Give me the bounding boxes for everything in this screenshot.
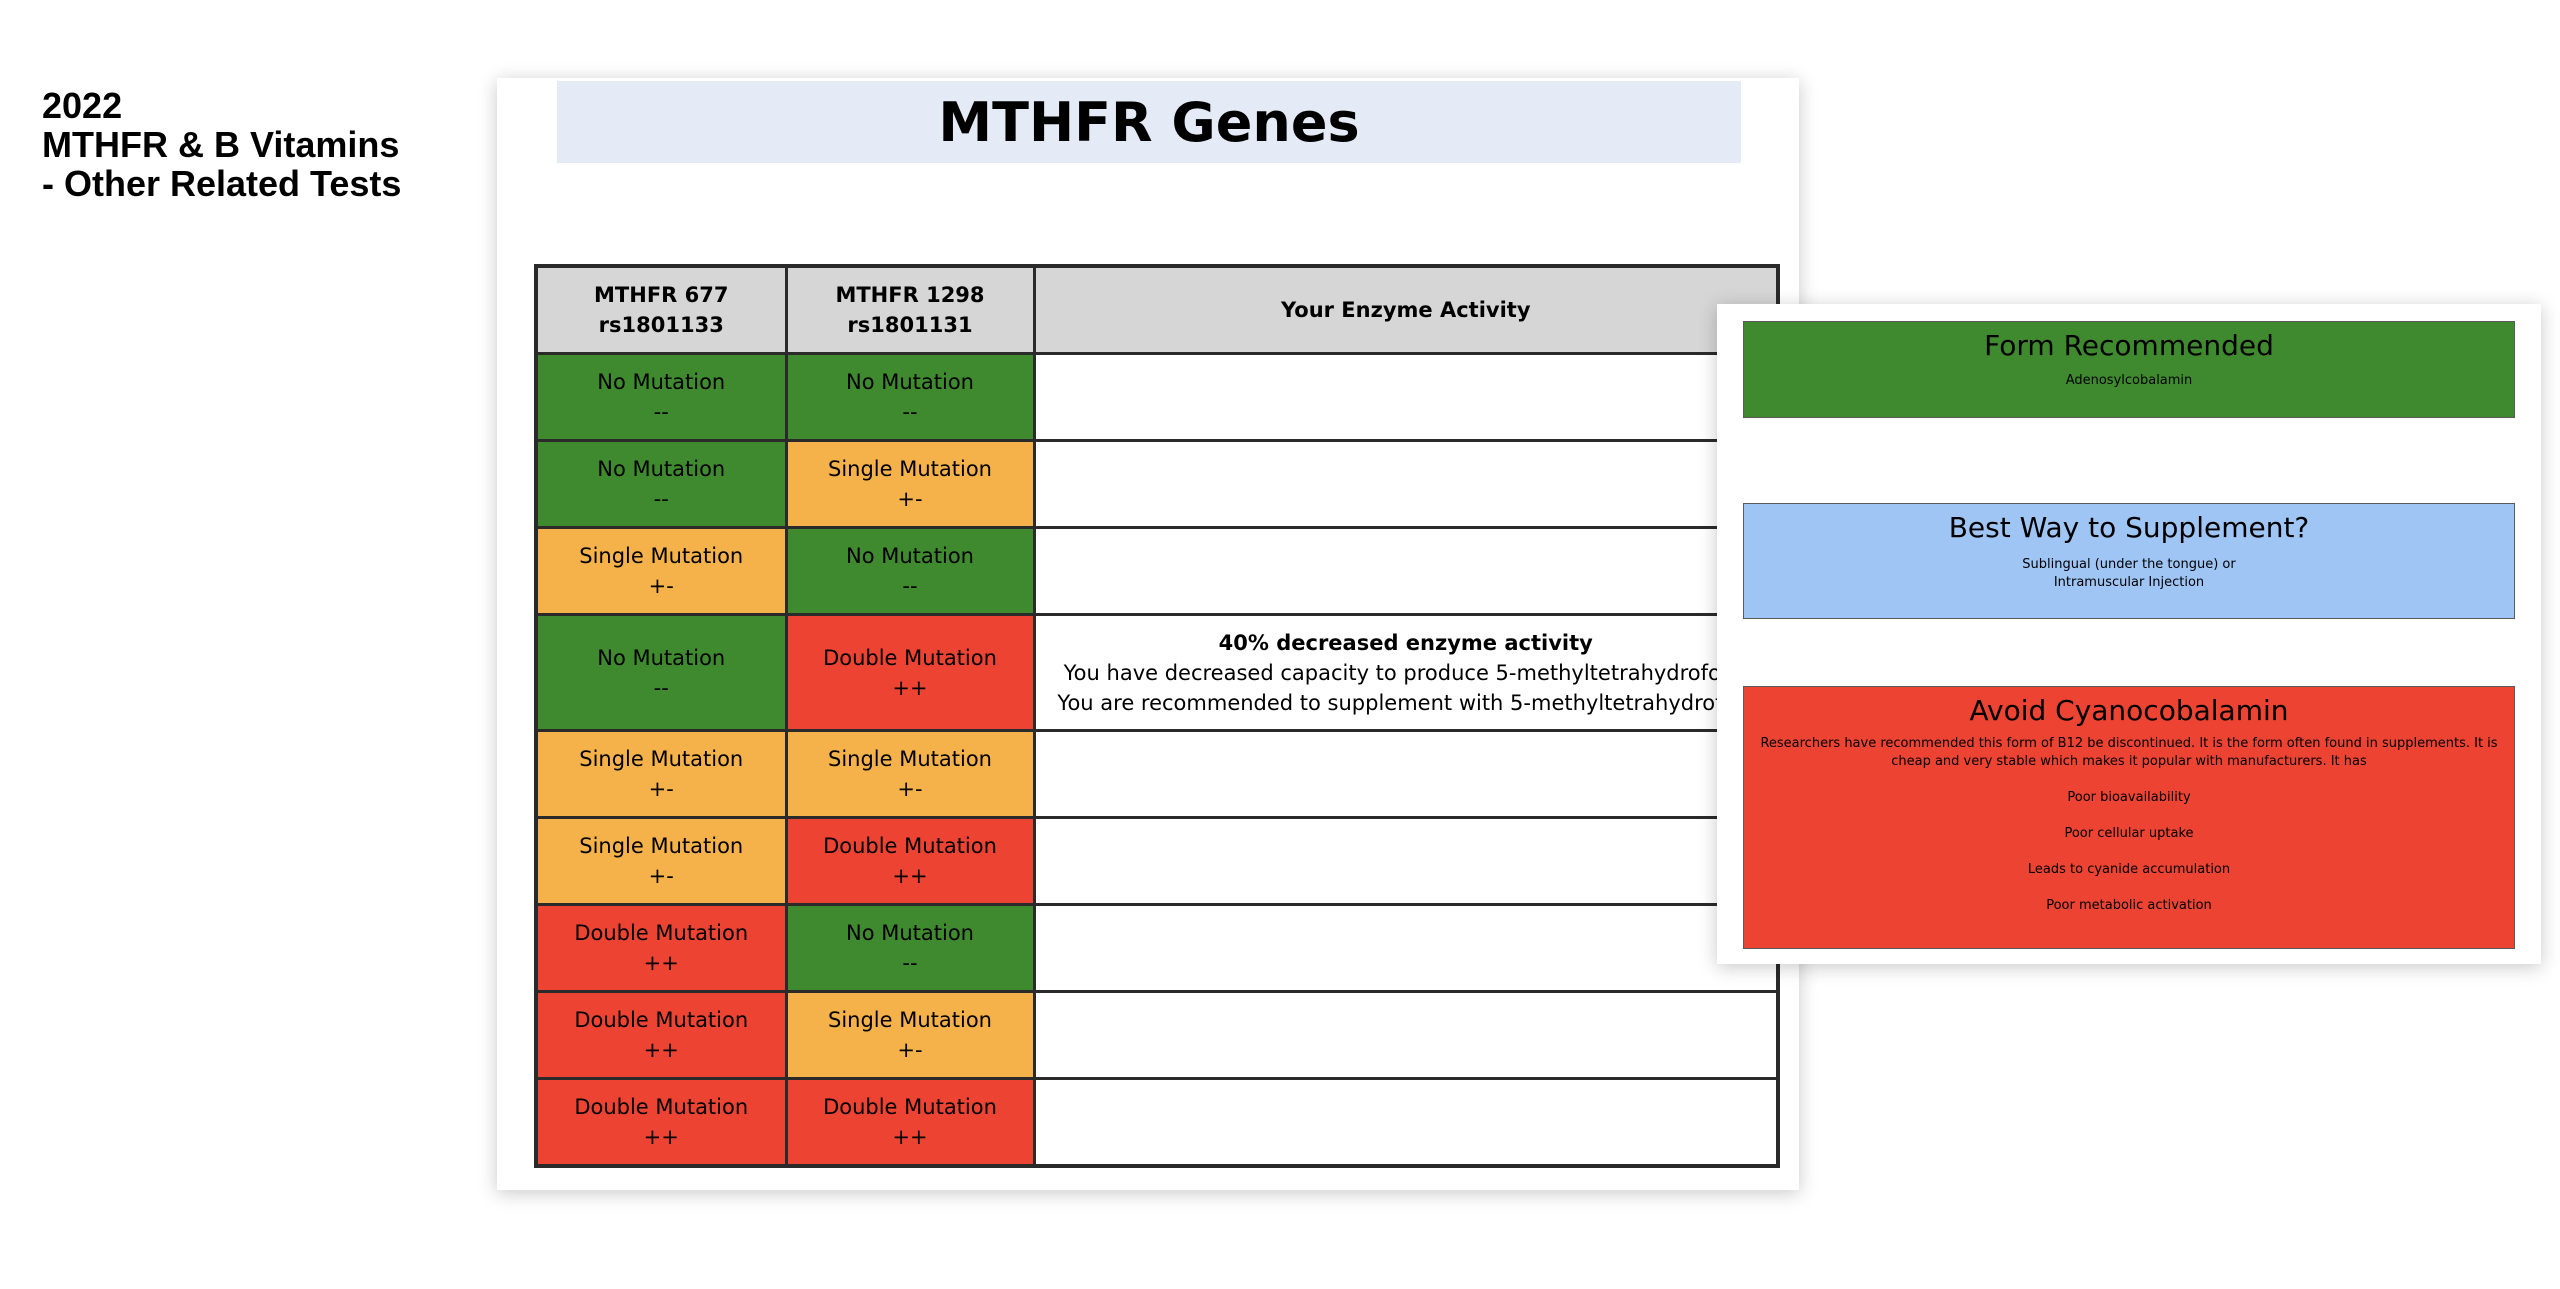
enzyme-activity-cell	[1032, 439, 1780, 529]
genes-title: MTHFR Genes	[557, 81, 1741, 163]
header-mthfr-1298: MTHFR 1298 rs1801131	[784, 264, 1036, 355]
mthfr-1298-cell: Double Mutation ++	[784, 1077, 1036, 1168]
best-way-line: Intramuscular Injection	[2053, 575, 2205, 590]
avoid-title: Avoid Cyanocobalamin	[1969, 694, 2289, 727]
enzyme-activity-cell	[1032, 729, 1780, 819]
enzyme-activity-cell: 40% decreased enzyme activity You have d…	[1032, 613, 1780, 732]
avoid-box: Avoid Cyanocobalamin Researchers have re…	[1743, 686, 2515, 949]
enzyme-activity-cell	[1032, 1077, 1780, 1168]
table-row: Double Mutation ++ Single Mutation +-	[534, 990, 1780, 1080]
table-row: Double Mutation ++ Double Mutation ++	[534, 1077, 1780, 1168]
table-row: Double Mutation ++ No Mutation --	[534, 903, 1780, 993]
table-row: Single Mutation +- Single Mutation +-	[534, 729, 1780, 819]
mthfr-677-cell: No Mutation --	[534, 439, 788, 529]
table-row: No Mutation -- Double Mutation ++ 40% decr…	[534, 613, 1780, 732]
best-way-line: Sublingual (under the tongue) or	[2022, 557, 2236, 572]
mthfr-1298-cell: Double Mutation ++	[784, 613, 1036, 732]
mthfr-677-cell: Double Mutation ++	[534, 1077, 788, 1168]
mthfr-1298-cell: Double Mutation ++	[784, 816, 1036, 906]
best-way-box: Best Way to Supplement? Sublingual (unde…	[1743, 503, 2515, 619]
mthfr-677-cell: No Mutation --	[534, 352, 788, 442]
table-row: Single Mutation +- No Mutation --	[534, 526, 1780, 616]
form-recommended-box: Form Recommended Adenosylcobalamin	[1743, 321, 2515, 418]
mthfr-677-cell: Single Mutation +-	[534, 526, 788, 616]
activity-line: You have decreased capacity to produce 5…	[1063, 660, 1748, 685]
mthfr-1298-cell: No Mutation --	[784, 352, 1036, 442]
heading-title: MTHFR & B Vitamins	[42, 124, 400, 165]
best-way-title: Best Way to Supplement?	[1948, 511, 2310, 544]
table-row: Single Mutation +- Double Mutation ++	[534, 816, 1780, 906]
heading-year: 2022	[42, 85, 123, 126]
mthfr-1298-cell: No Mutation --	[784, 526, 1036, 616]
genes-table: MTHFR 677 rs1801133 MTHFR 1298 rs1801131…	[534, 264, 1780, 1168]
table-row: No Mutation -- No Mutation --	[534, 352, 1780, 442]
mthfr-1298-cell: No Mutation --	[784, 903, 1036, 993]
avoid-item: Leads to cyanide accumulation	[2027, 862, 2231, 877]
enzyme-activity-cell	[1032, 352, 1780, 442]
mthfr-genes-slide: MTHFR Genes MTHFR 677 rs1801133 MTHFR 12…	[497, 78, 1799, 1190]
mthfr-677-cell: Double Mutation ++	[534, 903, 788, 993]
page-heading: 2022 MTHFR & B Vitamins - Other Related …	[42, 86, 401, 203]
avoid-item: Poor metabolic activation	[2046, 898, 2212, 913]
enzyme-activity-cell	[1032, 816, 1780, 906]
header-enzyme-activity: Your Enzyme Activity	[1032, 264, 1780, 355]
table-row: No Mutation -- Single Mutation +-	[534, 439, 1780, 529]
form-recommended-title: Form Recommended	[1984, 329, 2274, 362]
avoid-description: Researchers have recommended this form o…	[1760, 736, 2498, 769]
avoid-item: Poor cellular uptake	[2064, 826, 2194, 841]
avoid-item: Poor bioavailability	[2067, 790, 2191, 805]
form-recommended-text: Adenosylcobalamin	[2065, 373, 2193, 388]
mthfr-677-cell: Single Mutation +-	[534, 816, 788, 906]
mthfr-677-cell: Double Mutation ++	[534, 990, 788, 1080]
enzyme-activity-cell	[1032, 526, 1780, 616]
mthfr-1298-cell: Single Mutation +-	[784, 439, 1036, 529]
mthfr-1298-cell: Single Mutation +-	[784, 990, 1036, 1080]
header-mthfr-677: MTHFR 677 rs1801133	[534, 264, 788, 355]
mthfr-677-cell: No Mutation --	[534, 613, 788, 732]
enzyme-activity-cell	[1032, 903, 1780, 993]
mthfr-677-cell: Single Mutation +-	[534, 729, 788, 819]
heading-subtitle: - Other Related Tests	[42, 163, 402, 204]
activity-title: 40% decreased enzyme activity	[1218, 630, 1593, 655]
mthfr-1298-cell: Single Mutation +-	[784, 729, 1036, 819]
genes-header-row: MTHFR 677 rs1801133 MTHFR 1298 rs1801131…	[534, 264, 1780, 355]
b12-supplement-slide: Form Recommended Adenosylcobalamin Best …	[1717, 304, 2541, 964]
activity-line: You are recommended to supplement with 5…	[1057, 690, 1755, 715]
enzyme-activity-cell	[1032, 990, 1780, 1080]
